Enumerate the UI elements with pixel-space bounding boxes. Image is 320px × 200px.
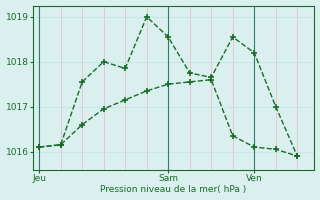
X-axis label: Pression niveau de la mer( hPa ): Pression niveau de la mer( hPa ) (100, 185, 247, 194)
